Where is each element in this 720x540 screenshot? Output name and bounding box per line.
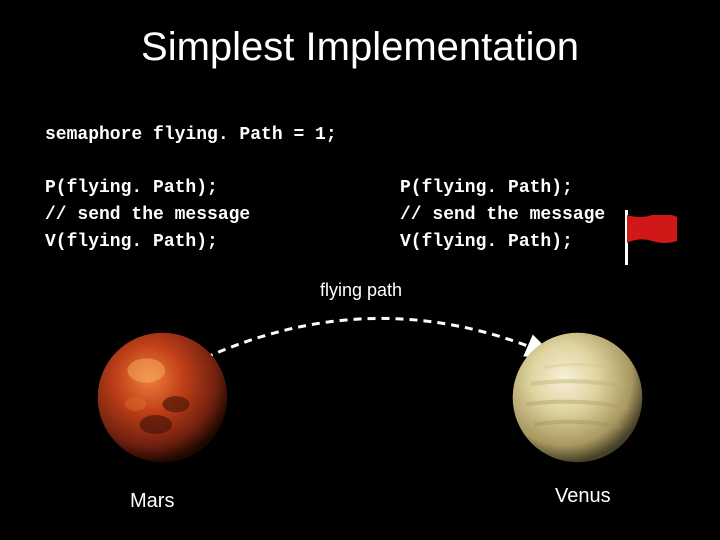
code-block-right: P(flying. Path); // send the message V(f…	[400, 175, 605, 256]
code-line: // send the message	[400, 202, 605, 229]
code-line: P(flying. Path);	[45, 175, 250, 202]
flag-cloth	[627, 215, 677, 245]
code-line: V(flying. Path);	[45, 229, 250, 256]
mars-planet-icon	[95, 330, 230, 465]
code-block-left: P(flying. Path); // send the message V(f…	[45, 175, 250, 256]
code-line: // send the message	[45, 202, 250, 229]
semaphore-declaration: semaphore flying. Path = 1;	[45, 125, 337, 145]
venus-label: Venus	[555, 485, 611, 508]
mars-label: Mars	[130, 490, 174, 513]
venus-planet-icon	[510, 330, 645, 465]
page-title: Simplest Implementation	[0, 0, 720, 70]
code-line: V(flying. Path);	[400, 229, 605, 256]
code-line: P(flying. Path);	[400, 175, 605, 202]
